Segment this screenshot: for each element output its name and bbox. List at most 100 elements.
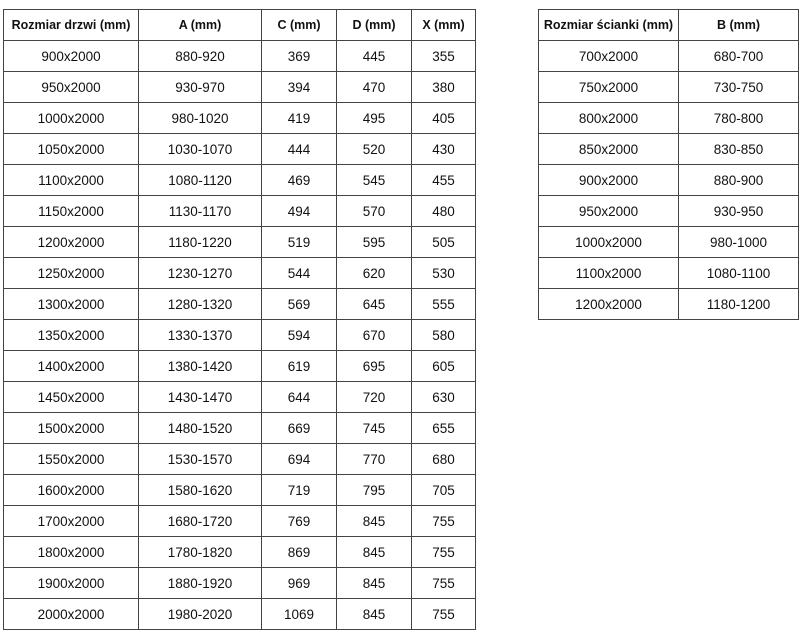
- table-cell: 580: [411, 319, 476, 351]
- table-row: 2000x2000 1980-2020 1069 845 755: [3, 598, 476, 630]
- table-cell: 695: [336, 350, 412, 382]
- table-row: 1200x2000 1180-1200: [538, 288, 799, 320]
- table-row: 900x2000 880-920 369 445 355: [3, 40, 476, 72]
- table-row: 1800x2000 1780-1820 869 845 755: [3, 536, 476, 568]
- table-row: 1400x2000 1380-1420 619 695 605: [3, 350, 476, 382]
- table-cell: 780-800: [678, 102, 799, 134]
- table-cell: 480: [411, 195, 476, 227]
- table-cell: 830-850: [678, 133, 799, 165]
- table-cell: 1350x2000: [3, 319, 139, 351]
- table-cell: 570: [336, 195, 412, 227]
- table-cell: 950x2000: [3, 71, 139, 103]
- table-cell: 720: [336, 381, 412, 413]
- table-cell: 455: [411, 164, 476, 196]
- table-row: 1700x2000 1680-1720 769 845 755: [3, 505, 476, 537]
- table-cell: 545: [336, 164, 412, 196]
- table-cell: 530: [411, 257, 476, 289]
- table-cell: 755: [411, 598, 476, 630]
- table-row: 1000x2000 980-1020 419 495 405: [3, 102, 476, 134]
- table-cell: 680: [411, 443, 476, 475]
- table-cell: 1130-1170: [138, 195, 262, 227]
- column-header: B (mm): [678, 9, 799, 41]
- table-cell: 845: [336, 567, 412, 599]
- table-cell: 980-1000: [678, 226, 799, 258]
- table-cell: 1100x2000: [538, 257, 679, 289]
- column-header: Rozmiar ścianki (mm): [538, 9, 679, 41]
- table-cell: 1100x2000: [3, 164, 139, 196]
- table-cell: 755: [411, 536, 476, 568]
- table-cell: 1280-1320: [138, 288, 262, 320]
- table-cell: 445: [336, 40, 412, 72]
- table-cell: 644: [261, 381, 337, 413]
- table-row: 1000x2000 980-1000: [538, 226, 799, 258]
- column-header: D (mm): [336, 9, 412, 41]
- table-cell: 900x2000: [538, 164, 679, 196]
- table-cell: 355: [411, 40, 476, 72]
- table-row: 1600x2000 1580-1620 719 795 705: [3, 474, 476, 506]
- table-row: 1100x2000 1080-1120 469 545 455: [3, 164, 476, 196]
- table-row: 1500x2000 1480-1520 669 745 655: [3, 412, 476, 444]
- table-cell: 1580-1620: [138, 474, 262, 506]
- table-cell: 880-920: [138, 40, 262, 72]
- table-cell: 1050x2000: [3, 133, 139, 165]
- table-cell: 1180-1200: [678, 288, 799, 320]
- table-cell: 1400x2000: [3, 350, 139, 382]
- table-cell: 694: [261, 443, 337, 475]
- table-cell: 1450x2000: [3, 381, 139, 413]
- table-cell: 619: [261, 350, 337, 382]
- header-row: Rozmiar drzwi (mm) A (mm) C (mm) D (mm) X (m…: [3, 9, 476, 41]
- table-cell: 1180-1220: [138, 226, 262, 258]
- column-header: C (mm): [261, 9, 337, 41]
- table-cell: 620: [336, 257, 412, 289]
- table-cell: 755: [411, 567, 476, 599]
- table-cell: 645: [336, 288, 412, 320]
- table-cell: 470: [336, 71, 412, 103]
- table-cell: 750x2000: [538, 71, 679, 103]
- table-cell: 930-970: [138, 71, 262, 103]
- table-row: 700x2000 680-700: [538, 40, 799, 72]
- table-cell: 2000x2000: [3, 598, 139, 630]
- table-cell: 850x2000: [538, 133, 679, 165]
- table-cell: 1430-1470: [138, 381, 262, 413]
- table-cell: 980-1020: [138, 102, 262, 134]
- table-cell: 1900x2000: [3, 567, 139, 599]
- table-cell: 555: [411, 288, 476, 320]
- table-cell: 1300x2000: [3, 288, 139, 320]
- table-cell: 800x2000: [538, 102, 679, 134]
- table-cell: 880-900: [678, 164, 799, 196]
- table-cell: 494: [261, 195, 337, 227]
- table-cell: 430: [411, 133, 476, 165]
- table-cell: 1069: [261, 598, 337, 630]
- column-header: X (mm): [411, 9, 476, 41]
- table-cell: 1800x2000: [3, 536, 139, 568]
- table-cell: 700x2000: [538, 40, 679, 72]
- table-row: 1200x2000 1180-1220 519 595 505: [3, 226, 476, 258]
- table-cell: 769: [261, 505, 337, 537]
- table-cell: 1780-1820: [138, 536, 262, 568]
- column-header: A (mm): [138, 9, 262, 41]
- table-cell: 705: [411, 474, 476, 506]
- table-cell: 369: [261, 40, 337, 72]
- table-cell: 1000x2000: [538, 226, 679, 258]
- table-cell: 1880-1920: [138, 567, 262, 599]
- table-cell: 950x2000: [538, 195, 679, 227]
- table-row: 1150x2000 1130-1170 494 570 480: [3, 195, 476, 227]
- table-row: 1550x2000 1530-1570 694 770 680: [3, 443, 476, 475]
- table-cell: 1600x2000: [3, 474, 139, 506]
- table-row: 950x2000 930-970 394 470 380: [3, 71, 476, 103]
- table-row: 1100x2000 1080-1100: [538, 257, 799, 289]
- table-cell: 670: [336, 319, 412, 351]
- table-row: 900x2000 880-900: [538, 164, 799, 196]
- column-header: Rozmiar drzwi (mm): [3, 9, 139, 41]
- door-sizes-table: Rozmiar drzwi (mm) A (mm) C (mm) D (mm) X (m…: [3, 9, 476, 630]
- table-cell: 1330-1370: [138, 319, 262, 351]
- table-cell: 419: [261, 102, 337, 134]
- table-cell: 605: [411, 350, 476, 382]
- table-cell: 495: [336, 102, 412, 134]
- table-cell: 1200x2000: [3, 226, 139, 258]
- table-cell: 730-750: [678, 71, 799, 103]
- table-cell: 1700x2000: [3, 505, 139, 537]
- table-row: 750x2000 730-750: [538, 71, 799, 103]
- table-cell: 1230-1270: [138, 257, 262, 289]
- table-cell: 1080-1120: [138, 164, 262, 196]
